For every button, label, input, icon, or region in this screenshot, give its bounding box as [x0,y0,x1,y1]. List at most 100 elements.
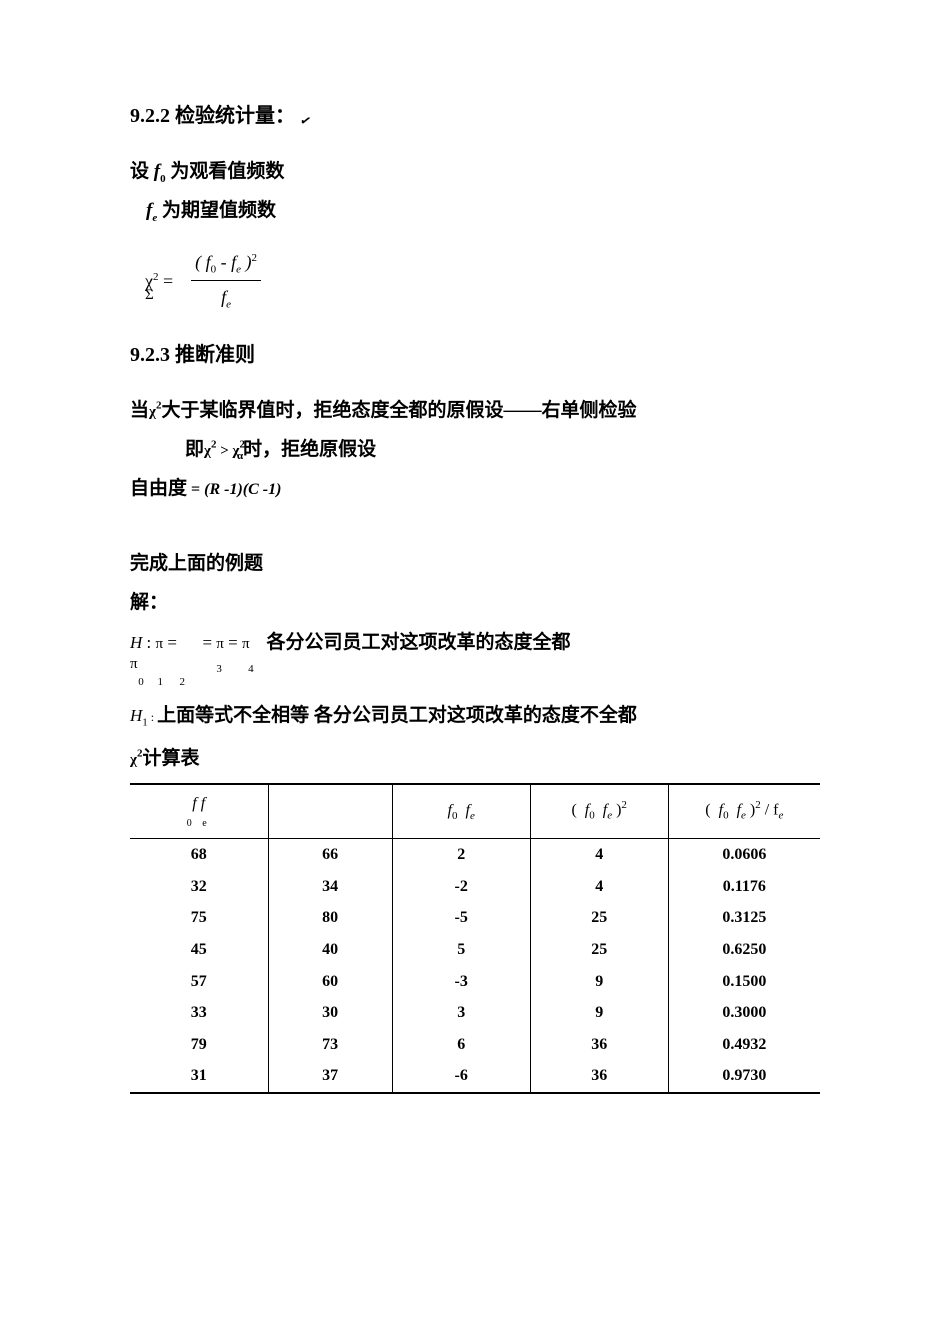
df-eq: = [187,481,204,498]
table-cell: 25 [530,934,668,966]
section2-title: 推断准则 [175,344,255,366]
table-cell: 79 [130,1029,268,1061]
rule-1: 当χ2大于某临界值时，拒绝态度全都的原假设——右单侧检验 [130,396,820,426]
rule1-chi: χ [149,404,156,420]
table-cell: 5 [392,934,530,966]
table-cell: 73 [268,1029,392,1061]
th-col2 [268,784,392,839]
table-cell: 75 [130,902,268,934]
formula-fraction: ( f0 - fe )2 fe [191,248,261,314]
table-cell: 0.4932 [668,1029,820,1061]
table-cell: 0.0606 [668,839,820,871]
sigma-icon: Σ [145,283,154,307]
table-cell: 0.9730 [668,1060,820,1093]
chi-table-text: 计算表 [142,748,199,769]
h0-pi-left: π [130,656,138,672]
h0-eq1: = [167,633,181,652]
check-icon: ✓ [297,110,313,133]
table-row: 6866240.0606 [130,839,820,871]
h1-text: 上面等式不全相等 各分公司员工对这项改革的态度不全都 [157,705,637,726]
table-row: 3330390.3000 [130,997,820,1029]
table-row: 79736360.4932 [130,1029,820,1061]
section-heading-1: 9.2.2 检验统计量： ✓ [130,100,820,132]
table-cell: 33 [130,997,268,1029]
h0-H: H [130,633,142,652]
th-col4: ( f0 fe )2 [530,784,668,839]
chi-square-table: f f 0 e f0 fe ( f0 fe )2 ( f0 fe )2 / fe… [130,783,820,1094]
example-title: 完成上面的例题 [130,549,820,579]
th-col1: f f 0 e [130,784,268,839]
table-cell: 68 [130,839,268,871]
rule2-text: 时，拒绝原假设 [243,439,376,460]
table-cell: 6 [392,1029,530,1061]
h0-sub1: 1 [158,676,164,688]
hypothesis-h0: H : π = = π = π 各分公司员工对这项改革的态度全都 π 3 4 0… [130,626,820,695]
table-cell: 31 [130,1060,268,1093]
def1-prefix: 设 [130,161,149,182]
table-cell: 37 [268,1060,392,1093]
solution-label: 解： [130,588,820,618]
chi-square-formula: χ2 = Σ ( f0 - fe )2 fe [145,248,820,314]
def1-text: 为观看值频数 [170,161,284,182]
table-cell: 34 [268,871,392,903]
rule-2: 即χ2 > χ2α时，拒绝原假设 [185,435,820,466]
table-cell: 9 [530,997,668,1029]
rule2-chi1: χ [204,443,211,459]
formula-eq: = [159,271,174,291]
section-heading-2: 9.2.3 推断准则 [130,339,820,371]
h1-colon: : [148,710,157,724]
h0-pi1: π [156,636,164,652]
th-col3: f0 fe [392,784,530,839]
table-cell: 4 [530,871,668,903]
h0-sub4: 4 [248,663,254,675]
section-title: 检验统计量： [175,105,295,127]
chi-table-label: χ2计算表 [130,744,820,774]
table-cell: 0.3000 [668,997,820,1029]
df-label: 自由度 [130,478,187,499]
table-cell: -5 [392,902,530,934]
h0-sub2: 2 [180,676,186,688]
table-cell: 25 [530,902,668,934]
h1-H: H [130,706,142,725]
table-row: 5760-390.1500 [130,966,820,998]
definition-1: 设 f0 为观看值频数 [130,157,820,188]
table-cell: 60 [268,966,392,998]
rule1-prefix: 当 [130,400,149,421]
table-row: 3137-6360.9730 [130,1060,820,1093]
def2-sub: e [152,212,157,224]
rule2-gt: > [216,443,232,459]
section-number: 9.2.2 [130,105,170,127]
formula-numerator: ( f0 - fe )2 [191,248,261,281]
table-cell: 36 [530,1029,668,1061]
table-cell: 66 [268,839,392,871]
table-cell: -3 [392,966,530,998]
table-cell: 30 [268,997,392,1029]
table-cell: 2 [392,839,530,871]
hypothesis-h1: H1 : 上面等式不全相等 各分公司员工对这项改革的态度不全都 [130,701,820,732]
table-cell: 36 [530,1060,668,1093]
table-cell: 0.1176 [668,871,820,903]
table-row: 3234-240.1176 [130,871,820,903]
th-col5: ( f0 fe )2 / fe [668,784,820,839]
section2-number: 9.2.3 [130,344,170,366]
table-row: 7580-5250.3125 [130,902,820,934]
table-cell: 0.3125 [668,902,820,934]
table-cell: 0.6250 [668,934,820,966]
formula-lhs: χ2 = Σ [145,267,173,296]
degrees-freedom: 自由度 = (R -1)(C -1) [130,474,820,504]
table-cell: -6 [392,1060,530,1093]
rule1-text: 大于某临界值时，拒绝态度全都的原假设——右单侧检验 [161,400,636,421]
def2-text: 为期望值频数 [162,200,276,221]
h0-eq3: = [228,633,242,652]
h0-sub0: 0 [138,676,144,688]
table-cell: 32 [130,871,268,903]
chi-label-chi: χ [130,752,137,768]
df-formula: (R -1)(C -1) [204,481,281,498]
rule2-prefix: 即 [185,439,204,460]
table-cell: 0.1500 [668,966,820,998]
formula-denominator: fe [191,281,261,314]
definition-2: fe 为期望值频数 [146,196,820,227]
table-cell: -2 [392,871,530,903]
table-cell: 57 [130,966,268,998]
table-header-row: f f 0 e f0 fe ( f0 fe )2 ( f0 fe )2 / fe [130,784,820,839]
